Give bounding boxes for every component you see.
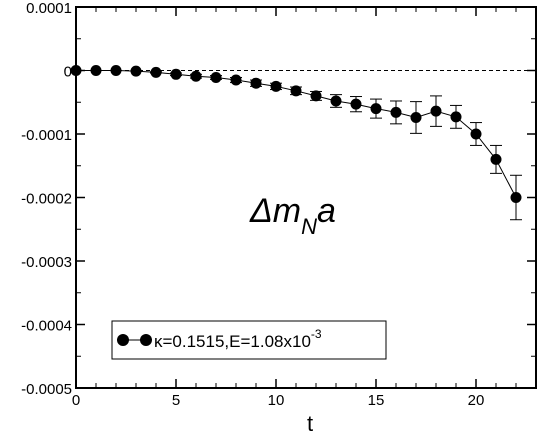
data-point	[250, 77, 262, 89]
annotation-main: Δm	[249, 192, 301, 230]
legend-label: κ=0.1515,E=1.08x10-3	[154, 327, 322, 351]
data-point	[190, 70, 202, 82]
legend-box	[111, 320, 387, 360]
data-point	[330, 95, 342, 107]
data-point	[410, 111, 422, 123]
data-point	[270, 80, 282, 92]
x-axis-label: t	[307, 411, 313, 435]
x-tick-label: 15	[368, 392, 385, 409]
annotation-tail: a	[317, 192, 336, 230]
y-tick-label: -0.0001	[21, 127, 72, 144]
legend-text: κ=0.1515,E=1.08x10	[154, 332, 311, 351]
data-point	[290, 85, 302, 97]
legend-marker-right	[140, 334, 152, 346]
data-point	[170, 68, 182, 80]
data-point	[390, 106, 402, 118]
data-point	[110, 65, 122, 76]
y-tick-label: 0	[64, 64, 72, 81]
y-tick-label: -0.0004	[21, 318, 72, 335]
data-point	[150, 66, 162, 78]
data-point	[470, 128, 482, 140]
data-point	[210, 71, 222, 83]
x-tick-label: 0	[72, 392, 80, 409]
data-points-layer	[70, 65, 522, 203]
data-point	[510, 192, 522, 203]
data-point	[370, 103, 382, 115]
y-tick-label: -0.0002	[21, 191, 72, 208]
data-point	[90, 65, 102, 76]
data-point	[230, 74, 242, 86]
legend-superscript: -3	[311, 327, 322, 341]
x-tick-label: 10	[268, 392, 285, 409]
y-tick-label: -0.0005	[21, 381, 72, 398]
x-tick-label: 20	[468, 392, 485, 409]
x-tick-label: 5	[172, 392, 180, 409]
data-point	[450, 111, 462, 123]
data-point	[430, 105, 442, 117]
legend-marker-left	[117, 334, 129, 346]
ticks-layer: 0 5 10 15 20 0.0001 0 -0.0001 -0.0002 -0.0003 -0.0…	[21, 0, 537, 409]
data-point	[310, 90, 322, 102]
y-tick-label: -0.0003	[21, 254, 72, 271]
data-point	[490, 153, 502, 165]
data-point	[70, 65, 82, 76]
legend: κ=0.1515,E=1.08x10-3	[111, 320, 387, 360]
y-tick-label: 0.0001	[26, 0, 72, 17]
annotation-subscript: N	[301, 214, 317, 239]
data-point	[130, 65, 142, 77]
chart-annotation: ΔmNa	[249, 192, 336, 239]
data-point	[350, 98, 362, 110]
error-bars-layer	[150, 71, 522, 221]
